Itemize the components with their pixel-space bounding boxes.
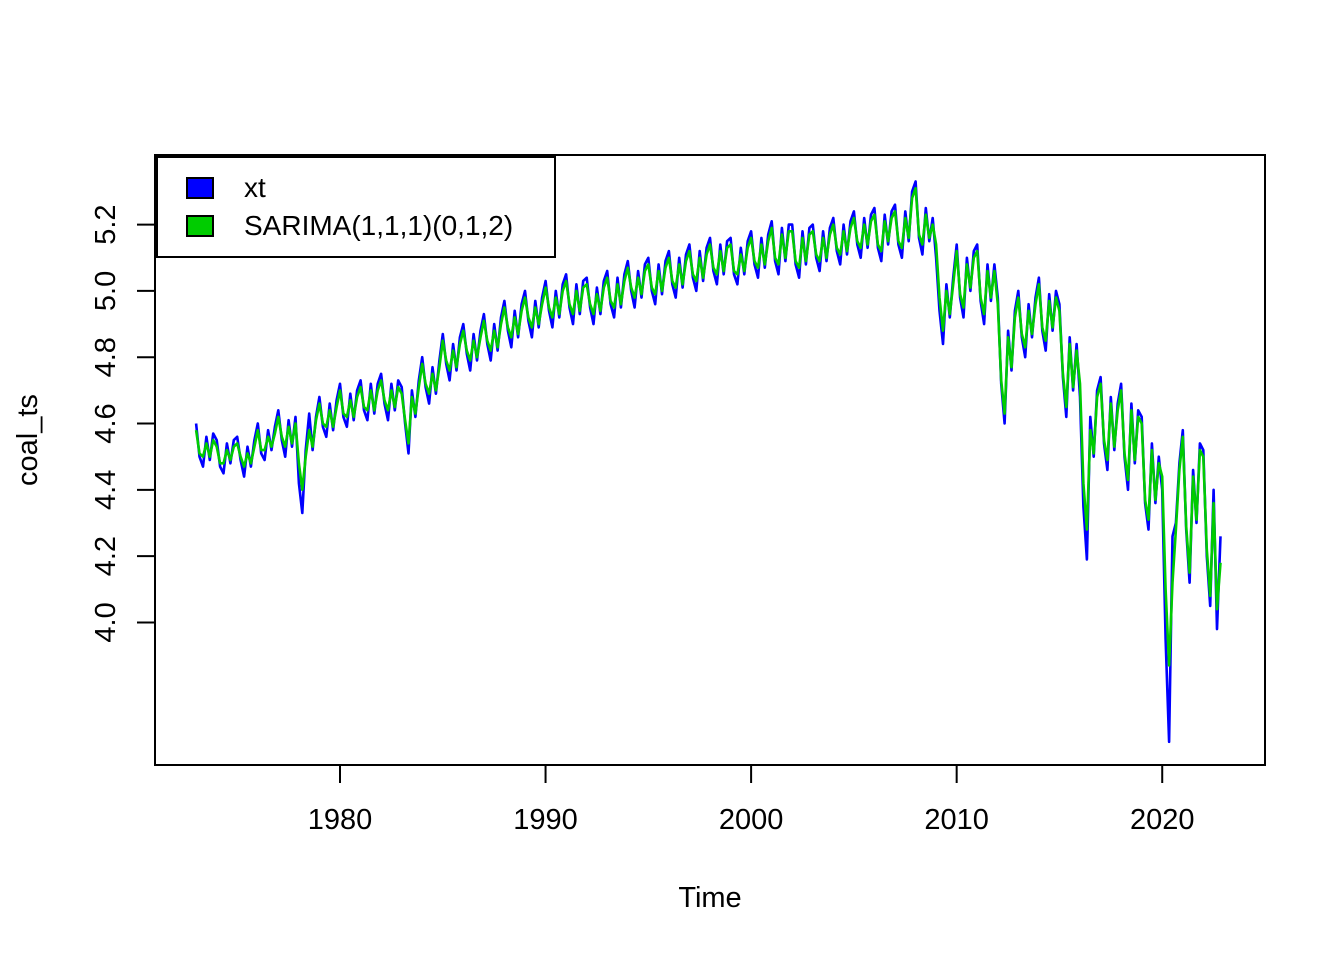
x-tick-label: 1980 bbox=[308, 804, 373, 836]
series-line-sarima bbox=[194, 186, 1222, 667]
x-tick-label: 1990 bbox=[513, 804, 578, 836]
y-tick-label: 5.2 bbox=[90, 204, 122, 244]
legend-entry-sarima: SARIMA(1,1,1)(0,1,2) bbox=[186, 212, 554, 240]
y-tick-label: 4.8 bbox=[90, 337, 122, 377]
legend-entry-xt: xt bbox=[186, 174, 554, 202]
legend-label-xt: xt bbox=[244, 172, 266, 203]
legend-swatch-xt bbox=[186, 177, 214, 199]
y-axis-title: coal_ts bbox=[12, 394, 44, 486]
y-tick-label: 5.0 bbox=[90, 271, 122, 311]
y-tick-label: 4.0 bbox=[90, 602, 122, 642]
plot-border bbox=[154, 154, 1266, 766]
legend: xt SARIMA(1,1,1)(0,1,2) bbox=[156, 156, 556, 258]
x-tick-label: 2000 bbox=[719, 804, 784, 836]
x-tick-label: 2020 bbox=[1130, 804, 1195, 836]
x-tick-label: 2010 bbox=[924, 804, 989, 836]
y-tick-label: 4.6 bbox=[90, 403, 122, 443]
y-tick-label: 4.2 bbox=[90, 536, 122, 576]
y-tick-label: 4.4 bbox=[90, 470, 122, 510]
x-axis-title: Time bbox=[678, 882, 742, 914]
series-line-xt bbox=[194, 180, 1222, 744]
legend-swatch-sarima bbox=[186, 215, 214, 237]
legend-label-sarima: SARIMA(1,1,1)(0,1,2) bbox=[244, 210, 514, 241]
